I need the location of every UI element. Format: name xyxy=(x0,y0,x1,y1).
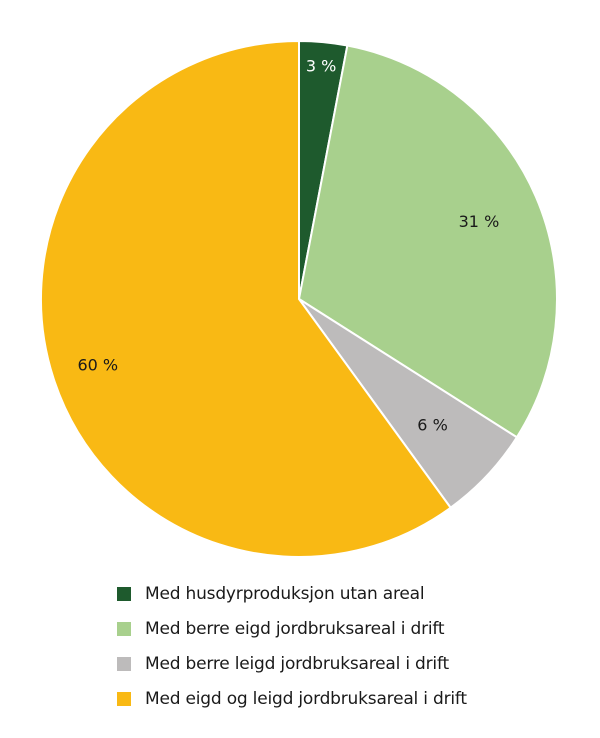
legend-item: Med berre leigd jordbruksareal i drift xyxy=(117,646,467,681)
legend: Med husdyrproduksjon utan areal Med berr… xyxy=(117,576,467,716)
legend-swatch xyxy=(117,621,131,636)
legend-item: Med husdyrproduksjon utan areal xyxy=(117,576,467,611)
pie-slice xyxy=(40,39,453,558)
data-label: 3 % xyxy=(306,56,336,75)
legend-label: Med eigd og leigd jordbruksareal i drift xyxy=(145,688,467,709)
data-label: 60 % xyxy=(77,355,118,374)
pie-chart: 3 % 31 % 6 % 60 % xyxy=(40,39,558,558)
data-label: 6 % xyxy=(417,415,447,434)
legend-label: Med berre leigd jordbruksareal i drift xyxy=(145,653,449,674)
legend-label: Med berre eigd jordbruksareal i drift xyxy=(145,618,445,639)
legend-swatch xyxy=(117,656,131,671)
legend-item: Med berre eigd jordbruksareal i drift xyxy=(117,611,467,646)
legend-swatch xyxy=(117,586,131,601)
legend-label: Med husdyrproduksjon utan areal xyxy=(145,583,425,604)
data-label: 31 % xyxy=(459,212,500,231)
legend-swatch xyxy=(117,691,131,706)
legend-item: Med eigd og leigd jordbruksareal i drift xyxy=(117,681,467,716)
